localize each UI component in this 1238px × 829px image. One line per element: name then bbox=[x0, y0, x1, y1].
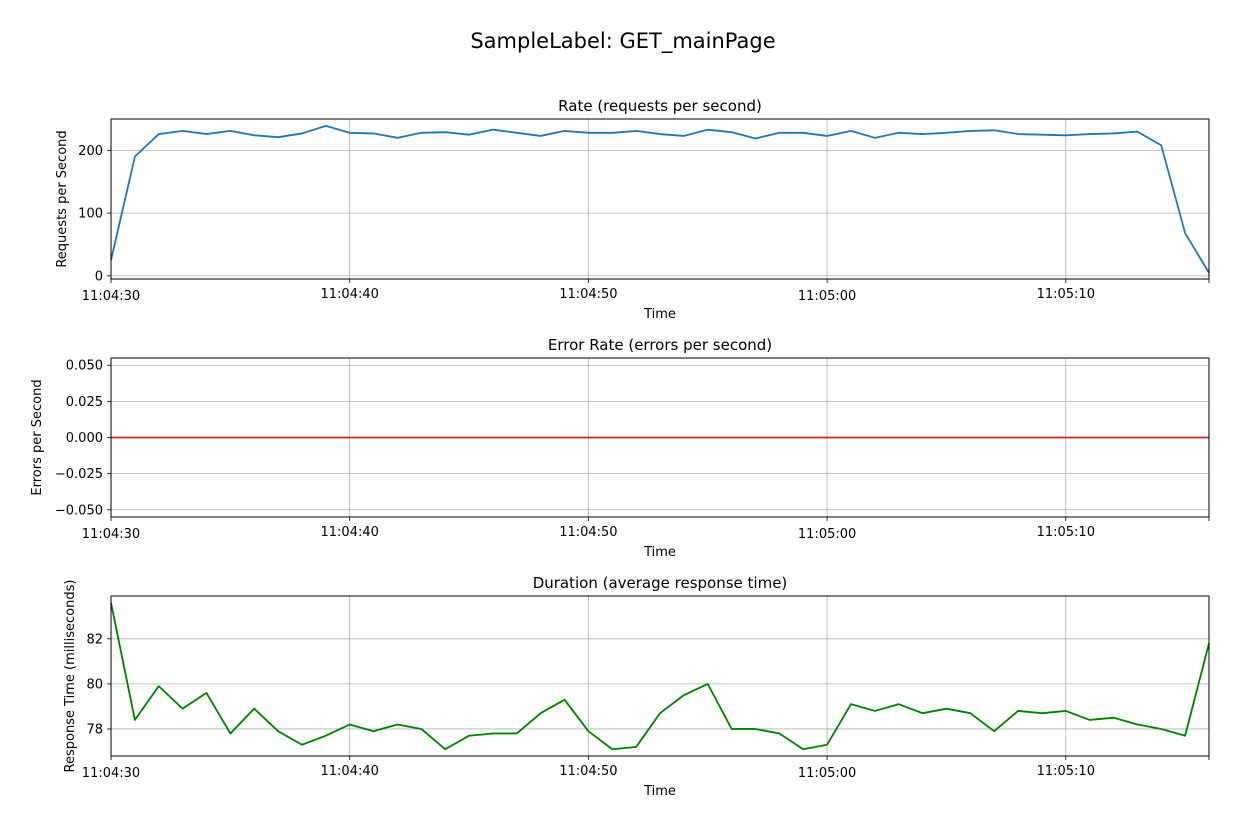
rate-y-tick-label: 200 bbox=[78, 144, 103, 159]
error-rate-y-tick-label: 0.000 bbox=[66, 431, 103, 446]
error-rate-y-axis-label: Errors per Second bbox=[30, 379, 45, 495]
error-rate-axes-frame bbox=[110, 357, 1210, 518]
rate-x-tick-label: 11:05:00 bbox=[798, 289, 856, 304]
duration-y-tick-label: 80 bbox=[86, 677, 103, 692]
duration-axes-frame bbox=[110, 595, 1210, 757]
duration-x-tick-label: 11:04:40 bbox=[321, 764, 379, 779]
error-rate-x-axis-label: Time bbox=[643, 545, 676, 560]
error-rate-x-tick-label: 11:04:40 bbox=[321, 525, 379, 540]
error-rate-y-tick-label: −0.050 bbox=[55, 503, 103, 518]
duration-y-tick-label: 78 bbox=[86, 722, 103, 737]
duration-chart: 78 80 82 11:04:30 11:04:40 11:04:50 11:05:00 11… bbox=[63, 574, 1210, 799]
error-rate-x-tick-label: 11:05:10 bbox=[1037, 525, 1095, 540]
figure-title: SampleLabel: GET_mainPage bbox=[470, 29, 775, 54]
rate-x-tick-label: 11:05:10 bbox=[1037, 287, 1095, 302]
error-rate-chart-title: Error Rate (errors per second) bbox=[548, 336, 772, 354]
duration-x-tick-label: 11:05:00 bbox=[798, 766, 856, 781]
rate-chart: 0 100 200 11:04:30 11:04:40 11:04:50 11:05:00 1… bbox=[55, 97, 1210, 322]
duration-y-tick-label: 82 bbox=[86, 632, 103, 647]
rate-series-line bbox=[110, 125, 1210, 274]
duration-y-axis-label: Response Time (milliseconds) bbox=[63, 580, 78, 773]
duration-x-tick-label: 11:04:30 bbox=[82, 766, 140, 781]
duration-chart-title: Duration (average response time) bbox=[533, 574, 788, 592]
error-rate-x-tick-label: 11:04:50 bbox=[559, 525, 617, 540]
duration-x-tick-label: 11:04:50 bbox=[559, 764, 617, 779]
rate-axes-frame bbox=[110, 118, 1210, 280]
error-rate-chart: 0.050 0.025 0.000 −0.025 −0.050 11:04:30 11:04… bbox=[30, 336, 1210, 560]
rate-x-axis-label: Time bbox=[643, 307, 676, 322]
error-rate-y-tick-label: −0.025 bbox=[55, 467, 103, 482]
rate-x-tick-label: 11:04:50 bbox=[559, 287, 617, 302]
duration-series-line bbox=[110, 602, 1210, 751]
rate-y-tick-label: 100 bbox=[78, 207, 103, 222]
rate-y-tick-label: 0 bbox=[95, 269, 103, 284]
rate-x-tick-label: 11:04:40 bbox=[321, 287, 379, 302]
error-rate-x-tick-label: 11:04:30 bbox=[82, 527, 140, 542]
duration-x-axis-label: Time bbox=[643, 784, 676, 799]
rate-x-tick-label: 11:04:30 bbox=[82, 289, 140, 304]
duration-x-tick-label: 11:05:10 bbox=[1037, 764, 1095, 779]
rate-chart-title: Rate (requests per second) bbox=[558, 97, 762, 115]
error-rate-x-tick-label: 11:05:00 bbox=[798, 527, 856, 542]
error-rate-y-tick-label: 0.050 bbox=[66, 359, 103, 374]
rate-y-axis-label: Requests per Second bbox=[55, 130, 70, 267]
error-rate-y-tick-label: 0.025 bbox=[66, 395, 103, 410]
